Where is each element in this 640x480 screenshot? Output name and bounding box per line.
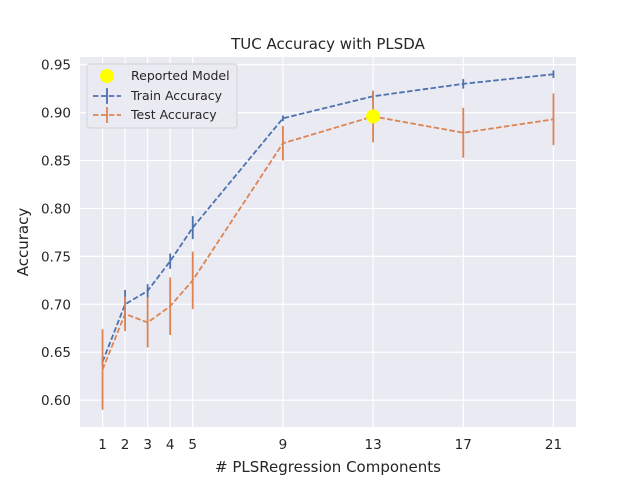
legend-label-train: Train Accuracy <box>130 88 223 103</box>
x-tick-label: 21 <box>545 437 562 453</box>
x-tick-label: 2 <box>121 437 130 453</box>
legend-marker-reported-model <box>100 69 114 83</box>
legend-label-test: Test Accuracy <box>130 107 217 122</box>
x-axis-label: # PLSRegression Components <box>215 458 441 476</box>
series-layer <box>101 70 555 410</box>
y-tick-label: 0.95 <box>41 58 71 74</box>
legend-box <box>86 63 238 129</box>
y-axis-label: Accuracy <box>14 208 32 277</box>
x-tick-label: 13 <box>364 437 381 453</box>
legend-label-reported-model: Reported Model <box>131 68 230 83</box>
y-tick-label: 0.85 <box>41 154 71 170</box>
series-line-train-accuracy <box>101 73 554 363</box>
y-tick-label: 0.80 <box>41 201 71 217</box>
tick-labels: 0.60 0.65 0.70 0.75 0.80 0.85 0.90 0.95 1 2 3 4 5 9 13… <box>41 58 562 453</box>
x-tick-label: 5 <box>188 437 197 453</box>
y-tick-label: 0.60 <box>41 393 71 409</box>
y-tick-label: 0.65 <box>41 345 71 361</box>
y-tick-label: 0.70 <box>41 297 71 313</box>
x-tick-label: 3 <box>143 437 152 453</box>
chart-title: TUC Accuracy with PLSDA <box>230 35 425 53</box>
x-tick-label: 4 <box>166 437 175 453</box>
reported-model-marker <box>366 109 381 124</box>
x-tick-label: 17 <box>455 437 472 453</box>
x-tick-label: 1 <box>98 437 107 453</box>
annotation-layer <box>366 109 381 124</box>
y-tick-label: 0.75 <box>41 249 71 265</box>
x-tick-label: 9 <box>279 437 288 453</box>
legend: Reported Model Train Accuracy Test Accur… <box>86 63 238 129</box>
y-tick-label: 0.90 <box>41 106 71 122</box>
